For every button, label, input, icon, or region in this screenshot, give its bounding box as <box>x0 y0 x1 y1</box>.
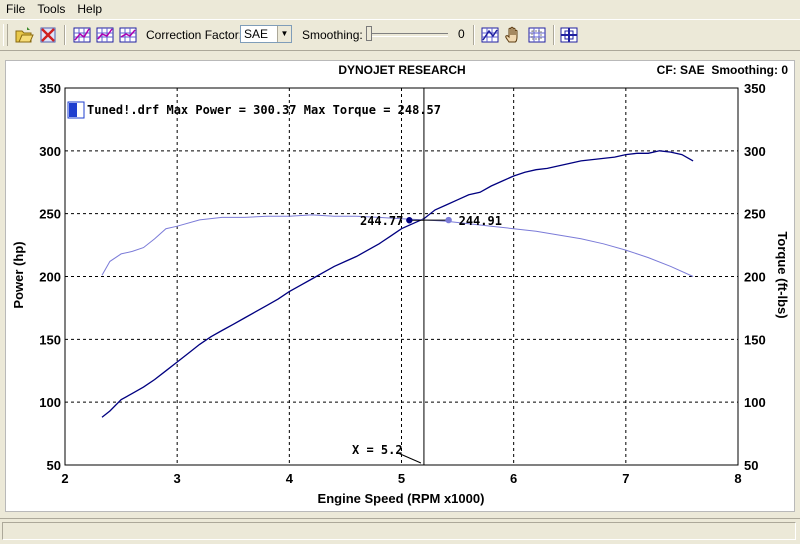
y-tick-label-left: 250 <box>39 207 61 222</box>
cursor-crosshair-icon[interactable] <box>559 25 579 45</box>
torque-curve <box>101 214 694 277</box>
y-tick-label-left: 300 <box>39 144 61 159</box>
chart-header-right: CF: SAE Smoothing: 0 <box>657 63 789 77</box>
x-tick-label: 6 <box>510 471 517 486</box>
correction-factor-select[interactable]: SAE ▼ <box>240 25 292 43</box>
hand-pan-icon[interactable] <box>503 25 523 45</box>
legend-text: Tuned!.drf Max Power = 300.37 Max Torque… <box>87 103 441 117</box>
grid-layer <box>65 88 738 465</box>
toolbar-separator <box>473 25 475 45</box>
y-tick-label-left: 350 <box>39 81 61 96</box>
torque-marker <box>445 216 452 224</box>
y-axis-label-right: Torque (ft-lbs) <box>775 231 790 318</box>
y-tick-label-left: 50 <box>47 458 61 473</box>
graph-grid-icon[interactable] <box>72 25 92 45</box>
power-curve <box>101 150 694 418</box>
x-tick-label: 4 <box>286 471 294 486</box>
x-axis-label: Engine Speed (RPM x1000) <box>318 491 485 506</box>
y-tick-label-right: 50 <box>744 458 758 473</box>
y-tick-label-right: 350 <box>744 81 766 96</box>
y-tick-label-left: 100 <box>39 395 61 410</box>
legend: Tuned!.drf Max Power = 300.37 Max Torque… <box>67 101 441 119</box>
slider-track <box>368 33 448 37</box>
chart-frame <box>5 60 795 512</box>
toolbar-grip[interactable] <box>3 24 8 46</box>
smoothing-label: Smoothing: <box>302 28 363 42</box>
correction-factor-label: Correction Factor: <box>146 28 243 42</box>
x-tick-label: 3 <box>174 471 181 486</box>
series-layer <box>101 150 694 418</box>
y-axis-label-left: Power (hp) <box>11 241 26 308</box>
graph-grid-3-icon[interactable] <box>118 25 138 45</box>
status-bar <box>0 518 800 543</box>
correction-factor-value: SAE <box>244 27 269 41</box>
toolbar: Correction Factor: Smoothing: <box>0 19 800 51</box>
y-tick-label-right: 200 <box>744 270 766 285</box>
cursor-label: X = 5.2 <box>352 443 403 457</box>
cursor-label-leader <box>397 452 422 464</box>
power-value-label: 244.77 <box>360 214 403 228</box>
menu-tools[interactable]: Tools <box>37 2 66 16</box>
y-tick-label-right: 100 <box>744 395 766 410</box>
menu-file[interactable]: File <box>6 2 26 16</box>
x-tick-label: 8 <box>734 471 741 486</box>
delete-run-icon[interactable] <box>38 25 58 45</box>
y-tick-label-right: 300 <box>744 144 766 159</box>
chart-title: DYNOJET RESEARCH <box>338 63 465 77</box>
x-tick-label: 7 <box>622 471 629 486</box>
slider-thumb[interactable] <box>366 26 372 41</box>
graph-grid-2-icon[interactable] <box>95 25 115 45</box>
graph-grid-4-icon[interactable] <box>480 25 500 45</box>
legend-swatch <box>69 103 77 117</box>
y-tick-label-left: 200 <box>39 270 61 285</box>
status-pane <box>2 522 796 540</box>
power-marker <box>406 217 413 224</box>
plot-area <box>64 87 739 466</box>
toolbar-separator <box>64 25 66 45</box>
y-tick-label-right: 150 <box>744 332 766 347</box>
open-folder-icon[interactable] <box>14 25 34 45</box>
x-tick-label: 5 <box>398 471 405 486</box>
menu-help[interactable]: Help <box>77 2 103 16</box>
graph-grid-5-icon[interactable] <box>527 25 547 45</box>
menu-bar: File Tools Help <box>0 0 800 18</box>
chevron-down-icon[interactable]: ▼ <box>277 26 291 42</box>
torque-value-label: 244.91 <box>459 214 502 228</box>
x-tick-label: 2 <box>61 471 68 486</box>
cursor-layer: X = 5.2 244.77 244.91 <box>352 88 502 465</box>
smoothing-slider[interactable] <box>364 24 450 44</box>
y-tick-label-right: 250 <box>744 207 766 222</box>
toolbar-separator <box>553 25 555 45</box>
y-tick-label-left: 150 <box>39 332 61 347</box>
smoothing-value: 0 <box>458 27 465 41</box>
